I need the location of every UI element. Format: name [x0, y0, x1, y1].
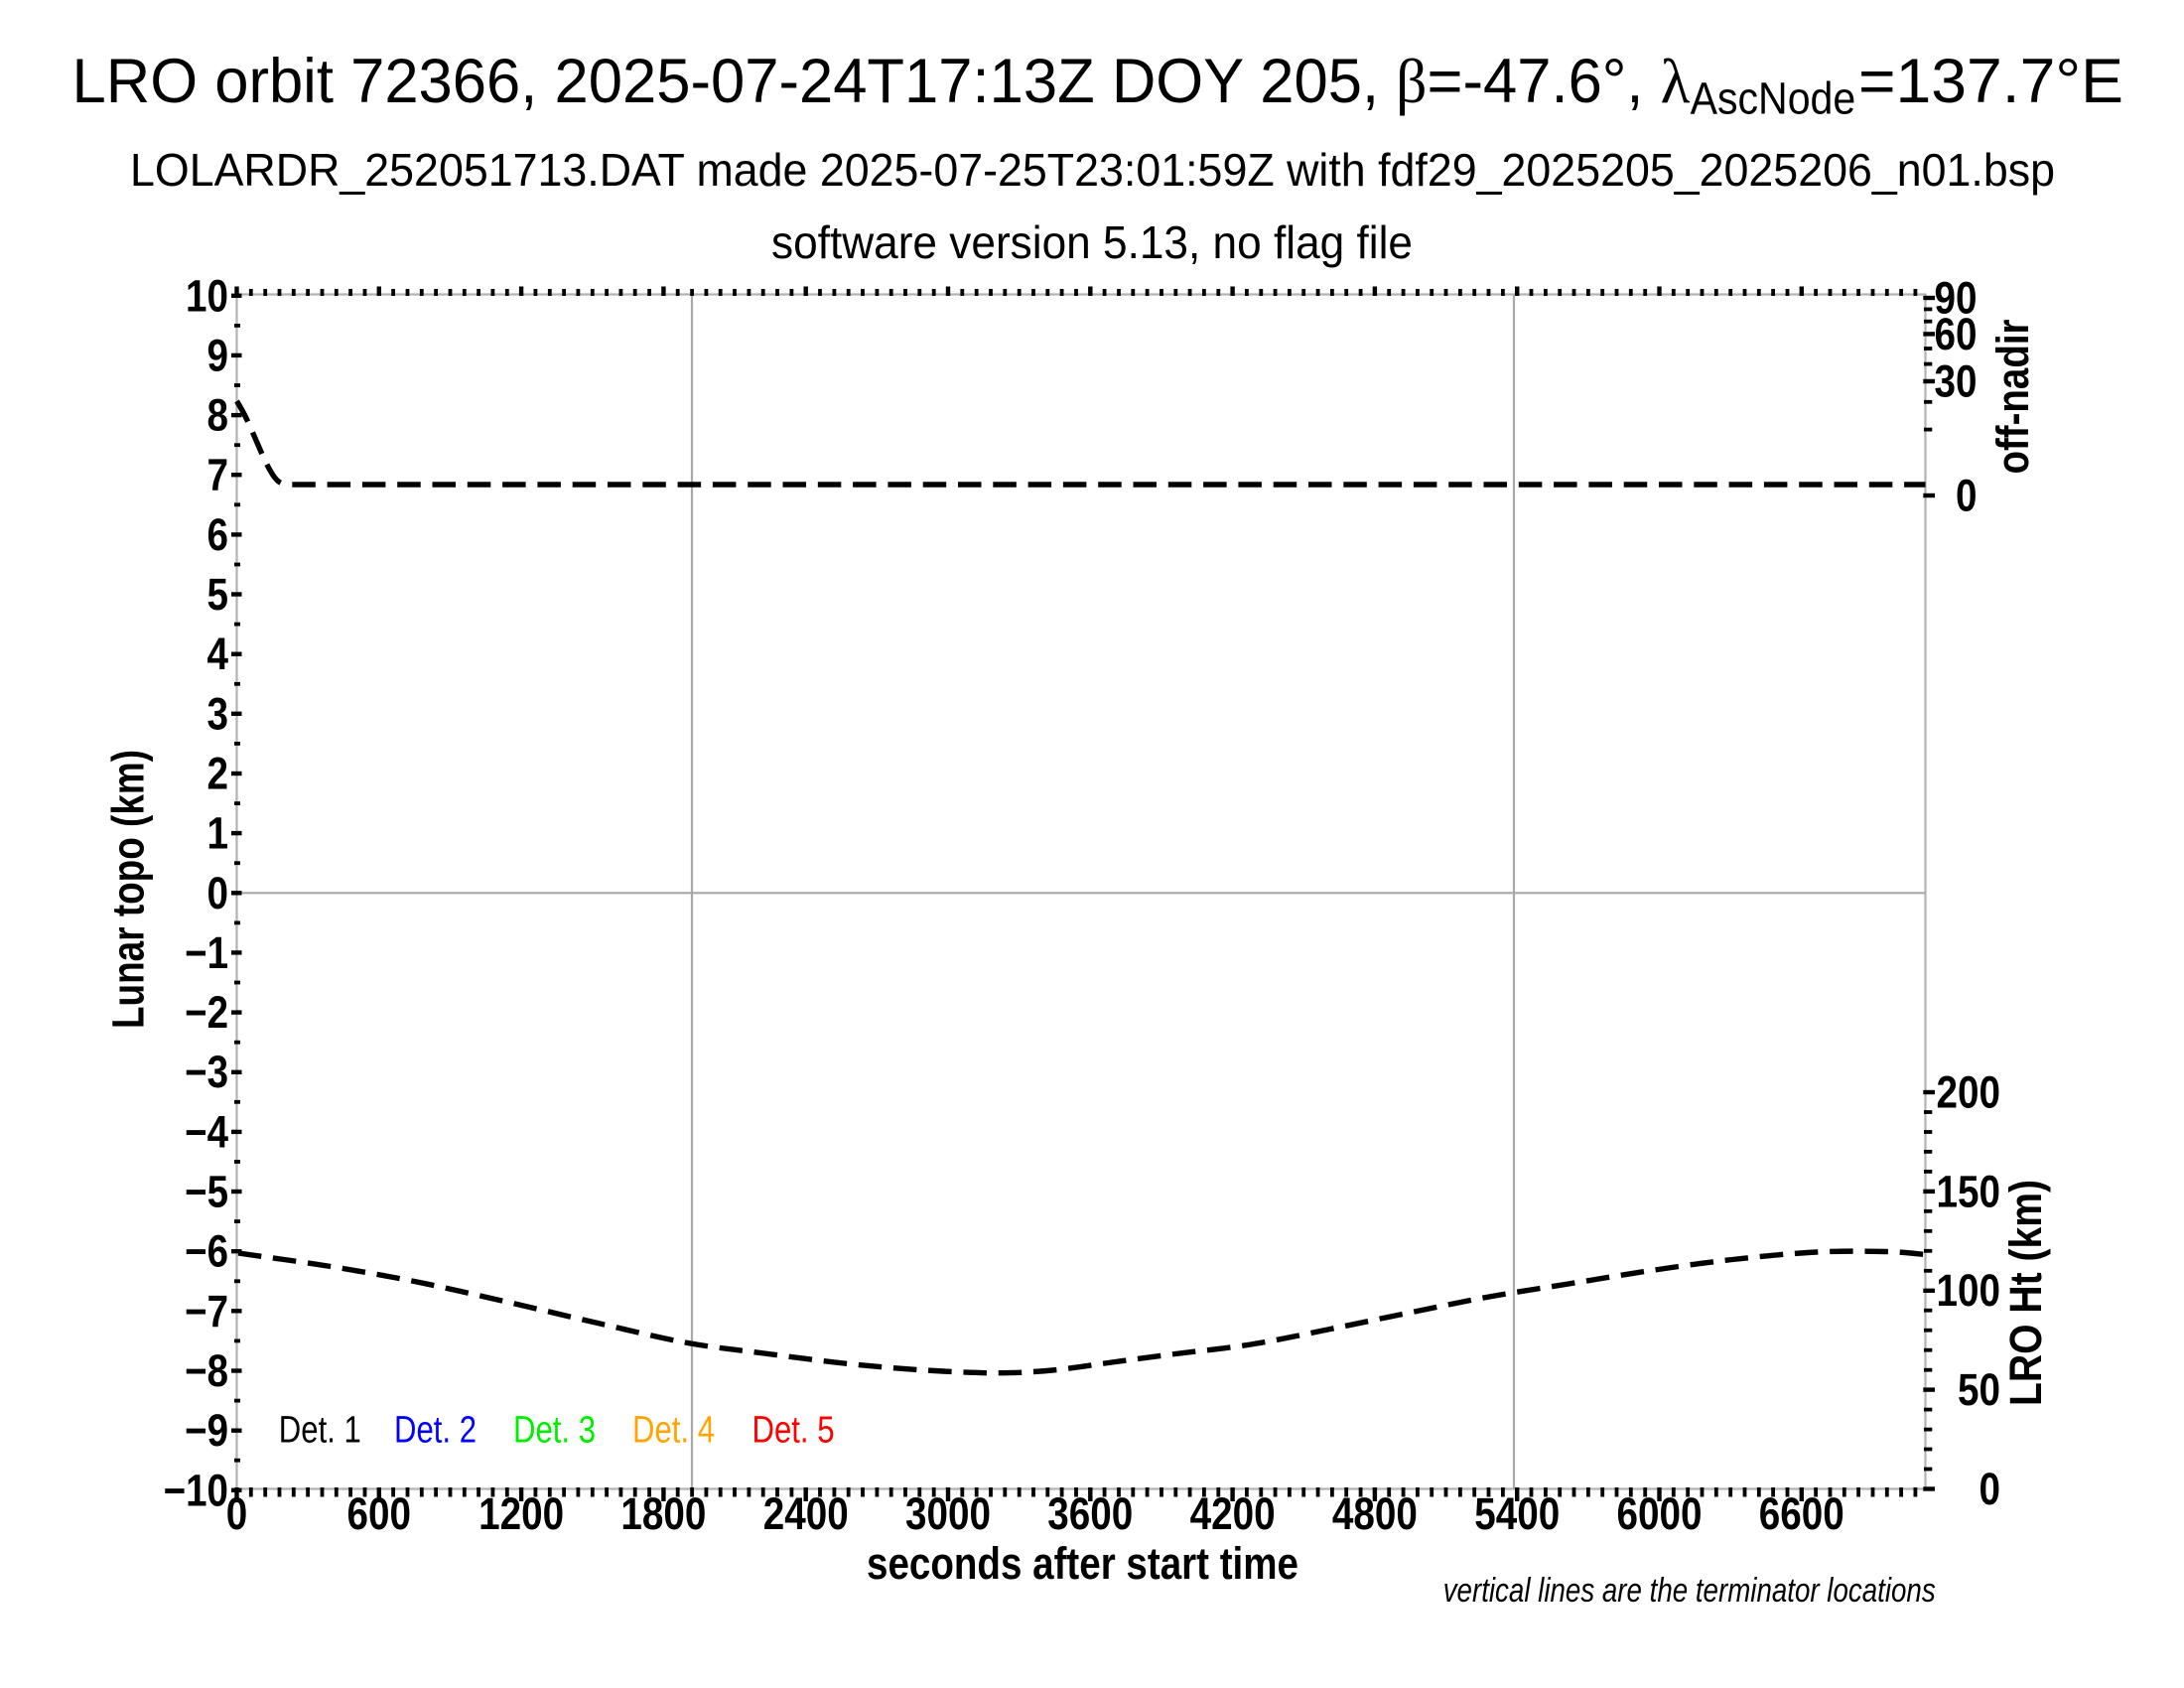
svg-text:1200: 1200	[478, 1488, 564, 1539]
svg-text:0: 0	[207, 868, 229, 918]
svg-text:600: 600	[347, 1488, 412, 1539]
svg-text:Lunar topo (km): Lunar topo (km)	[103, 750, 154, 1029]
svg-text:8: 8	[207, 390, 229, 441]
svg-text:AscNode: AscNode	[1691, 73, 1856, 124]
svg-text:3600: 3600	[1047, 1488, 1133, 1539]
svg-text:7: 7	[207, 450, 229, 500]
svg-text:3000: 3000	[905, 1488, 991, 1539]
svg-text:4: 4	[207, 629, 229, 679]
svg-text:−7: −7	[185, 1286, 228, 1336]
svg-text:6: 6	[207, 509, 229, 560]
svg-text:−4: −4	[185, 1106, 228, 1157]
svg-text:2: 2	[207, 749, 229, 799]
svg-text:60: 60	[1935, 309, 1978, 359]
svg-text:2400: 2400	[763, 1488, 849, 1539]
svg-text:−6: −6	[185, 1226, 228, 1277]
svg-text:Det. 1: Det. 1	[279, 1410, 361, 1452]
svg-text:seconds after start time: seconds after start time	[867, 1538, 1298, 1589]
svg-text:1: 1	[207, 808, 229, 859]
svg-text:−9: −9	[185, 1405, 228, 1456]
svg-text:−2: −2	[185, 987, 228, 1038]
svg-text:5: 5	[207, 569, 229, 620]
svg-text:Det. 3: Det. 3	[513, 1410, 596, 1452]
svg-text:vertical lines are the termina: vertical lines are the terminator locati…	[1443, 1572, 1936, 1610]
svg-text:0: 0	[1979, 1464, 2001, 1514]
svg-text:Det. 2: Det. 2	[394, 1410, 477, 1452]
svg-text:10: 10	[186, 270, 228, 321]
svg-text:5400: 5400	[1474, 1488, 1560, 1539]
svg-text:Det. 4: Det. 4	[632, 1410, 715, 1452]
svg-text:−3: −3	[185, 1047, 228, 1097]
svg-text:LRO orbit 72366, 2025-07-24T17: LRO orbit 72366, 2025-07-24T17:13Z DOY 2…	[72, 47, 1691, 116]
svg-text:software version 5.13, no flag: software version 5.13, no flag file	[771, 216, 1413, 268]
svg-text:100: 100	[1937, 1265, 2001, 1316]
svg-text:200: 200	[1937, 1067, 2001, 1118]
svg-text:0: 0	[1956, 471, 1978, 521]
svg-text:LRO Ht (km): LRO Ht (km)	[2000, 1180, 2051, 1406]
svg-text:50: 50	[1958, 1364, 2000, 1415]
svg-text:0: 0	[226, 1488, 248, 1539]
svg-text:6000: 6000	[1617, 1488, 1703, 1539]
svg-text:1800: 1800	[620, 1488, 706, 1539]
svg-text:−5: −5	[185, 1167, 228, 1217]
svg-text:3: 3	[207, 688, 229, 739]
svg-text:90: 90	[1935, 273, 1978, 324]
svg-text:−8: −8	[185, 1345, 228, 1396]
svg-text:−1: −1	[185, 927, 228, 978]
svg-text:4800: 4800	[1332, 1488, 1418, 1539]
svg-text:150: 150	[1937, 1166, 2001, 1216]
svg-text:6600: 6600	[1759, 1488, 1844, 1539]
svg-text:=137.7°E: =137.7°E	[1858, 47, 2123, 116]
svg-text:LOLARDR_252051713.DAT made 202: LOLARDR_252051713.DAT made 2025-07-25T23…	[130, 144, 2055, 196]
svg-text:4200: 4200	[1190, 1488, 1276, 1539]
svg-text:off-nadir: off-nadir	[1987, 320, 2038, 475]
svg-text:Det. 5: Det. 5	[752, 1410, 835, 1452]
svg-text:−10: −10	[164, 1465, 228, 1515]
svg-text:30: 30	[1935, 356, 1978, 407]
svg-text:9: 9	[207, 330, 229, 380]
